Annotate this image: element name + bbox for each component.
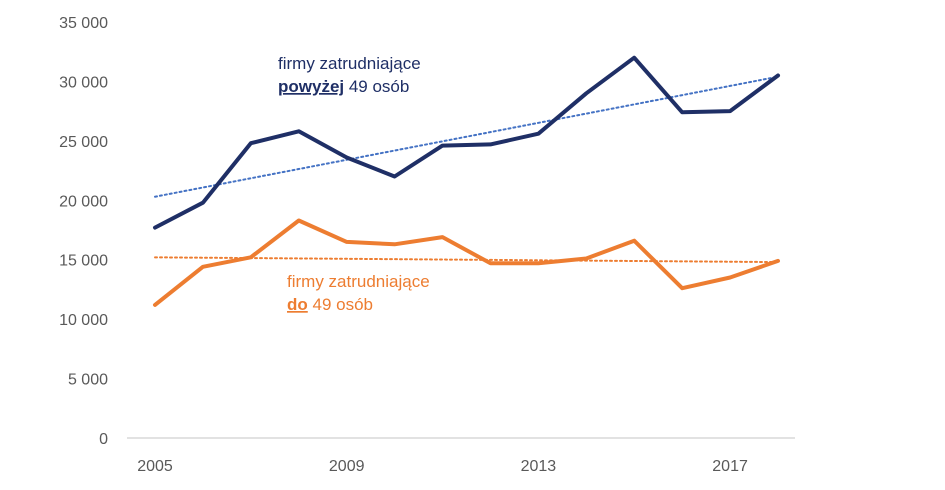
series-layer <box>153 55 780 307</box>
y-tick-label: 20 000 <box>59 193 108 210</box>
y-tick-label: 5 000 <box>68 372 108 389</box>
y-tick-label: 0 <box>99 431 108 448</box>
label-series-upper-bold: powyżej <box>278 77 344 96</box>
y-tick-label: 30 000 <box>59 74 108 91</box>
trendline-1 <box>154 256 779 264</box>
y-tick-label: 25 000 <box>59 134 108 151</box>
series-1 <box>153 218 780 307</box>
label-series-lower-line1: firmy zatrudniające <box>287 272 430 291</box>
label-series-lower-bold: do <box>287 295 308 314</box>
label-series-lower: firmy zatrudniające do 49 osób <box>287 272 434 314</box>
y-axis-ticks: 0 5 000 10 000 15 000 20 000 25 000 30 000 35 0… <box>59 15 108 448</box>
series-line-1 <box>153 218 780 307</box>
y-tick-label: 15 000 <box>59 253 108 270</box>
x-tick-label: 2013 <box>521 458 557 475</box>
label-series-upper-line1: firmy zatrudniające <box>278 54 421 73</box>
x-axis-ticks: 2005 2009 2013 2017 <box>137 458 748 475</box>
x-tick-label: 2009 <box>329 458 365 475</box>
label-series-upper: firmy zatrudniające powyżej 49 osób <box>278 54 425 96</box>
series-line-0 <box>153 55 780 230</box>
x-tick-label: 2017 <box>712 458 748 475</box>
series-0 <box>153 55 780 230</box>
label-series-lower-rest: 49 osób <box>308 295 373 314</box>
trendline-0 <box>154 75 779 198</box>
y-tick-label: 10 000 <box>59 312 108 329</box>
x-tick-label: 2005 <box>137 458 173 475</box>
y-tick-label: 35 000 <box>59 15 108 32</box>
label-series-upper-rest: 49 osób <box>344 77 409 96</box>
